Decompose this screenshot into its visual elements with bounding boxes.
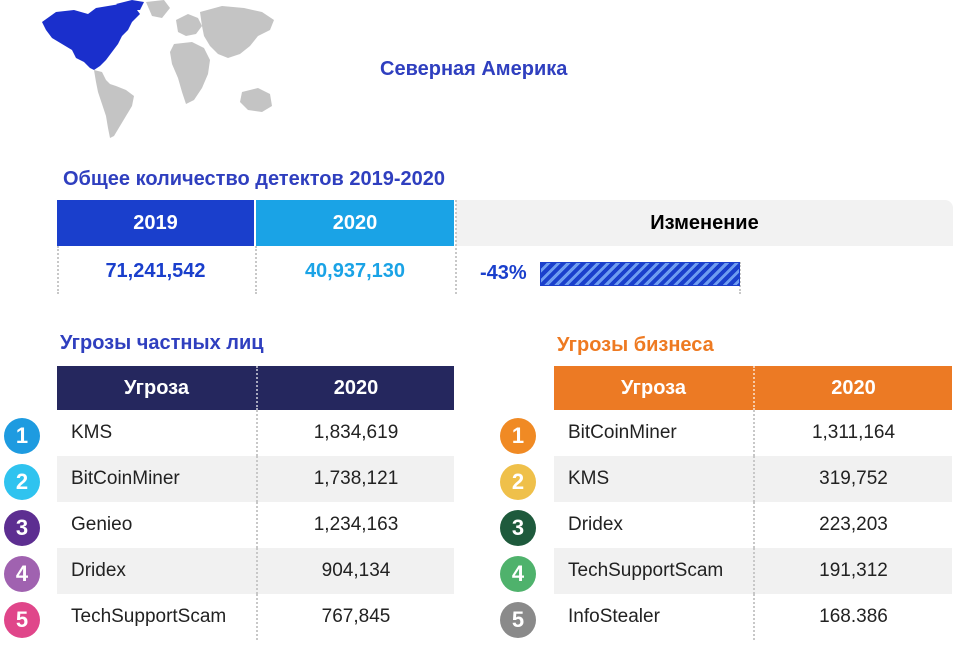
- table-row: KMS 1,834,619: [57, 410, 454, 456]
- rank-badge: 4: [4, 556, 40, 592]
- col-threat-header: Угроза: [554, 366, 755, 410]
- threat-name: Genieo: [57, 502, 258, 548]
- threat-name: BitCoinMiner: [57, 456, 258, 502]
- col-threat-header: Угроза: [57, 366, 258, 410]
- threat-name: KMS: [57, 410, 258, 456]
- threat-name: Dridex: [57, 548, 258, 594]
- table-row: BitCoinMiner 1,738,121: [57, 456, 454, 502]
- table-row: TechSupportScam 191,312: [554, 548, 952, 594]
- divider: [255, 246, 257, 294]
- rank-badge: 5: [4, 602, 40, 638]
- rank-badge: 2: [4, 464, 40, 500]
- rank-badge: 2: [500, 464, 536, 500]
- threat-name: BitCoinMiner: [554, 410, 755, 456]
- table-row: Dridex 904,134: [57, 548, 454, 594]
- business-threats-table: Угроза 2020 BitCoinMiner 1,311,164 KMS 3…: [554, 366, 952, 640]
- threat-value: 1,234,163: [313, 514, 399, 535]
- north-america-shape: [42, 4, 140, 70]
- col-year-header: 2020: [333, 376, 379, 399]
- threat-value: 1,834,619: [313, 422, 399, 443]
- table-row: KMS 319,752: [554, 456, 952, 502]
- table-header: Угроза 2020: [554, 366, 952, 410]
- threat-value: 191,312: [819, 560, 888, 581]
- rank-badge: 1: [4, 418, 40, 454]
- divider: [739, 262, 741, 294]
- table-row: Dridex 223,203: [554, 502, 952, 548]
- threat-value: 223,203: [819, 514, 888, 535]
- divider: [57, 246, 59, 294]
- change-percent: -43%: [480, 262, 527, 284]
- business-threats-title: Угрозы бизнеса: [557, 334, 714, 356]
- region-title: Северная Америка: [380, 58, 568, 80]
- change-bar: [540, 262, 740, 286]
- threat-name: KMS: [554, 456, 755, 502]
- total-2020-value: 40,937,130: [304, 259, 406, 282]
- rank-badge: 5: [500, 602, 536, 638]
- threat-value: 904,134: [321, 560, 391, 581]
- threat-value: 1,738,121: [313, 468, 399, 489]
- divider: [455, 200, 457, 294]
- threat-name: Dridex: [554, 502, 755, 548]
- table-row: InfoStealer 168.386: [554, 594, 952, 640]
- totals-header-2019: 2019: [57, 200, 254, 246]
- rank-badge: 3: [4, 510, 40, 546]
- table-header: Угроза 2020: [57, 366, 454, 410]
- totals-title: Общее количество детектов 2019-2020: [63, 168, 445, 190]
- table-row: BitCoinMiner 1,311,164: [554, 410, 952, 456]
- threat-value: 1,311,164: [811, 422, 896, 443]
- threat-value: 319,752: [819, 468, 888, 489]
- threat-value: 767,845: [321, 606, 391, 627]
- private-threats-title: Угрозы частных лиц: [60, 332, 264, 354]
- rank-badge: 1: [500, 418, 536, 454]
- threat-name: TechSupportScam: [554, 548, 755, 594]
- threat-value: 168.386: [819, 606, 888, 627]
- table-row: Genieo 1,234,163: [57, 502, 454, 548]
- totals-header-2020: 2020: [256, 200, 454, 246]
- col-year-header: 2020: [831, 376, 876, 399]
- table-row: TechSupportScam 767,845: [57, 594, 454, 640]
- rank-badge: 4: [500, 556, 536, 592]
- total-2019-value: 71,241,542: [105, 259, 206, 282]
- private-threats-table: Угроза 2020 KMS 1,834,619 BitCoinMiner 1…: [57, 366, 454, 640]
- rank-badge: 3: [500, 510, 536, 546]
- totals-header-change: Изменение: [456, 200, 953, 246]
- world-map: [42, 0, 274, 138]
- threat-name: InfoStealer: [554, 594, 755, 640]
- threat-name: TechSupportScam: [57, 594, 258, 640]
